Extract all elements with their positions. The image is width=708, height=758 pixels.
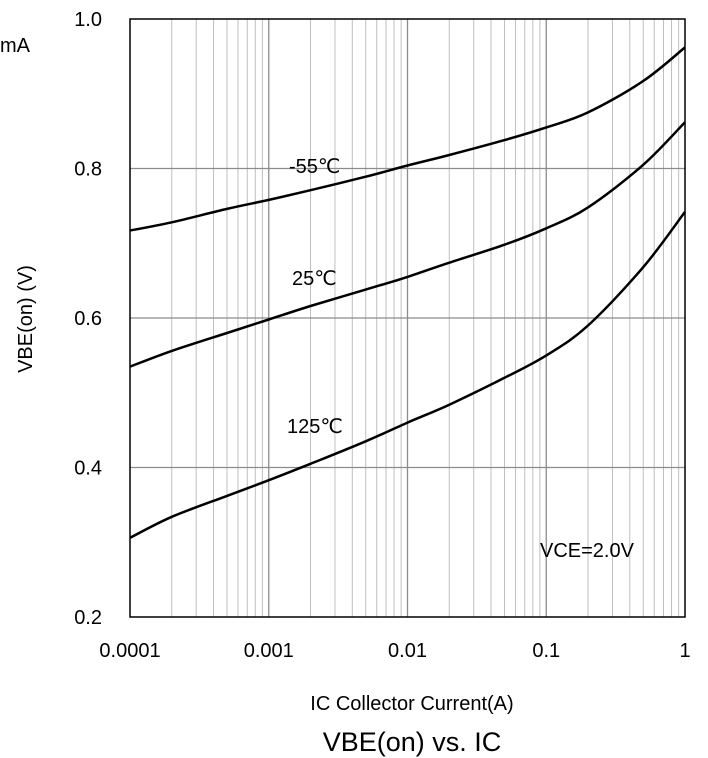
series-label-125: 125℃: [287, 416, 343, 438]
x-tick-label: 0.001: [244, 640, 294, 662]
partial-label-text: mA: [0, 35, 31, 57]
series-line-2: [129, 211, 686, 539]
y-axis-label: VBE(on) (V): [15, 265, 37, 373]
y-tick-label: 0.4: [74, 458, 102, 480]
series-label-25: 25℃: [292, 268, 337, 290]
x-axis-label: IC Collector Current(A): [310, 693, 513, 715]
y-tick-label: 1.0: [74, 9, 102, 31]
x-tick-label: 0.1: [532, 640, 560, 662]
series-line-0: [129, 46, 686, 232]
major-gridlines: [130, 19, 685, 617]
series-line-1: [129, 121, 686, 368]
x-tick-label: 0.01: [388, 640, 427, 662]
y-tick-label: 0.8: [74, 159, 102, 181]
x-tick-label: 0.0001: [99, 640, 160, 662]
x-tick-label: 1: [679, 640, 690, 662]
annotation-vce: VCE=2.0V: [540, 540, 635, 562]
y-tick-label: 0.2: [74, 607, 102, 629]
series-layer: [129, 46, 686, 539]
series-label-minus55: -55℃: [289, 156, 340, 178]
y-tick-label: 0.6: [74, 308, 102, 330]
tick-labels: 0.0001 0.001 0.01 0.1 1 0.2 0.4 0.6 0.8 1.0: [74, 9, 690, 662]
plot-frame: [129, 18, 686, 618]
chart-caption: VBE(on) vs. IC: [323, 727, 502, 757]
